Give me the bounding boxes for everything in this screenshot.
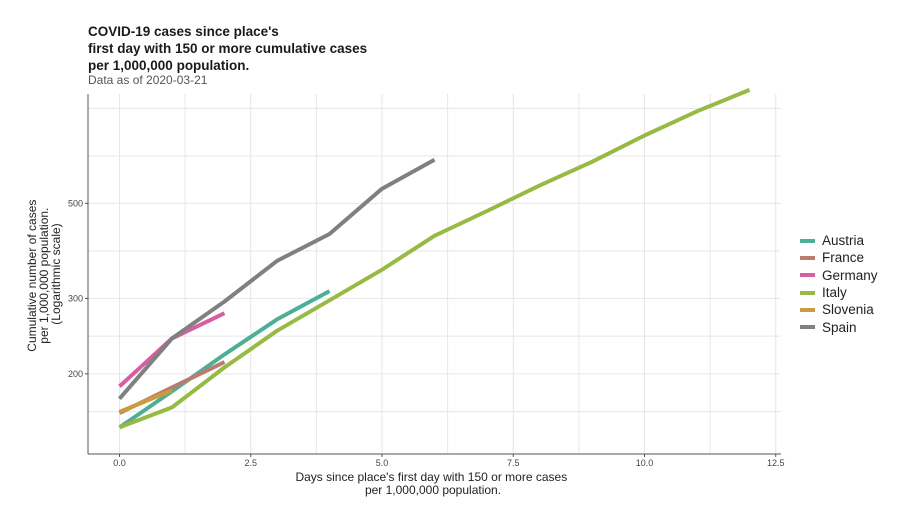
y-axis-title-line: per 1,000,000 population. — [37, 208, 51, 344]
legend-swatch — [800, 290, 815, 295]
grid — [88, 94, 781, 454]
legend-label: Italy — [822, 285, 847, 301]
y-axis-title: Cumulative number of cases per 1,000,000… — [25, 196, 63, 351]
chart-title: COVID-19 cases since place's first day w… — [88, 23, 367, 74]
legend-item-italy: Italy — [800, 284, 878, 301]
axes — [87, 94, 781, 455]
legend-item-france: France — [800, 249, 878, 266]
title-line: first day with 150 or more cumulative ca… — [88, 41, 368, 56]
legend-swatch — [800, 307, 815, 312]
x-tick-label: 5.0 — [376, 458, 389, 468]
legend-item-spain: Spain — [800, 318, 878, 335]
legend-item-austria: Austria — [800, 232, 878, 249]
series-line-spain — [117, 158, 436, 401]
legend-swatch — [800, 325, 815, 330]
legend: Austria France Germany Italy Slovenia Sp… — [800, 232, 878, 336]
series-line-italy — [118, 88, 751, 430]
title-line: per 1,000,000 population. — [88, 58, 250, 73]
x-axis-title-line: Days since place's first day with 150 or… — [295, 470, 567, 484]
x-tick-label: 10.0 — [636, 458, 654, 468]
legend-swatch — [800, 238, 815, 243]
ticks: 0.0 2.5 5.0 7.5 10.0 12.5 200 300 500 — [68, 198, 785, 468]
x-tick-label: 2.5 — [244, 458, 257, 468]
x-axis-title: Days since place's first day with 150 or… — [295, 470, 570, 497]
x-tick-label: 12.5 — [767, 458, 785, 468]
series-line-slovenia — [118, 388, 173, 414]
legend-label: Slovenia — [822, 302, 874, 318]
legend-swatch — [800, 255, 815, 260]
legend-label: Austria — [822, 233, 865, 249]
x-tick-label: 0.0 — [113, 458, 126, 468]
x-axis-title-line: per 1,000,000 population. — [365, 483, 501, 497]
series-line-germany — [118, 311, 226, 388]
chart-subtitle: Data as of 2020-03-21 — [88, 73, 208, 87]
series-line-austria — [118, 289, 331, 430]
y-axis-title-line: Cumulative number of cases — [25, 200, 39, 352]
legend-swatch — [800, 273, 815, 278]
legend-label: France — [822, 250, 865, 266]
y-tick-label: 500 — [68, 198, 83, 208]
y-tick-label: 300 — [68, 293, 83, 303]
title-line: COVID-19 cases since place's — [88, 24, 279, 39]
y-axis-title-line: (Logarithmic scale) — [49, 223, 63, 324]
legend-label: Germany — [822, 267, 878, 283]
series — [117, 88, 751, 430]
x-tick-label: 7.5 — [507, 458, 520, 468]
y-tick-label: 200 — [68, 369, 83, 379]
legend-item-slovenia: Slovenia — [800, 301, 878, 318]
legend-label: Spain — [822, 319, 857, 335]
legend-item-germany: Germany — [800, 267, 878, 284]
